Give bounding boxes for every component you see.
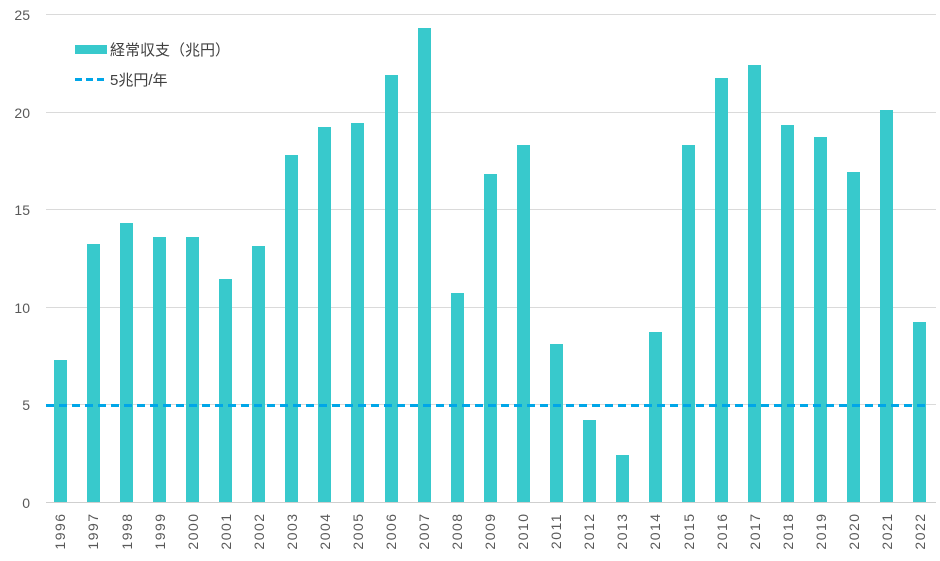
bar-2015 — [682, 144, 696, 502]
y-axis-tick-20: 20 — [14, 104, 30, 121]
bar-2008 — [450, 293, 464, 502]
bar-2011 — [549, 343, 563, 502]
bar-2020 — [847, 172, 861, 502]
legend-item-bar-series: 経常収支（兆円） — [75, 40, 231, 59]
x-axis-tick-2005: 2005 — [349, 512, 366, 550]
bar-series-label: 経常収支（兆円） — [110, 41, 231, 59]
x-axis-tick-2006: 2006 — [383, 512, 399, 550]
x-axis-tick-2021: 2021 — [878, 512, 895, 550]
x-axis-tick-2001: 2001 — [217, 512, 234, 550]
bar-2005 — [351, 123, 365, 502]
x-axis-tick-1996: 1996 — [52, 512, 69, 550]
reference-line-swatch-icon — [75, 77, 107, 81]
x-axis-tick-2017: 2017 — [746, 512, 763, 550]
x-axis-tick-2022: 2022 — [911, 512, 928, 550]
y-axis-tick-0: 0 — [22, 495, 30, 511]
bar-1997 — [86, 244, 100, 502]
x-axis-line — [46, 502, 936, 503]
bar-2019 — [814, 136, 828, 502]
x-axis-tick-1999: 1999 — [151, 512, 168, 550]
bar-2006 — [384, 74, 398, 502]
bar-series-swatch-icon — [75, 44, 107, 54]
bar-2000 — [186, 236, 200, 502]
bar-2010 — [516, 144, 530, 502]
bar-2022 — [913, 322, 927, 502]
x-axis-tick-2004: 2004 — [316, 512, 333, 550]
bar-2021 — [880, 109, 894, 502]
bar-2018 — [781, 125, 795, 502]
x-axis-tick-2013: 2013 — [614, 512, 631, 550]
x-axis-tick-2012: 2012 — [581, 512, 598, 550]
x-axis-tick-2018: 2018 — [779, 512, 796, 550]
x-axis-tick-2008: 2008 — [449, 512, 466, 550]
plot-area — [46, 14, 936, 503]
x-axis-tick-2002: 2002 — [250, 512, 267, 550]
x-axis-tick-2009: 2009 — [482, 512, 499, 550]
x-axis-tick-2011: 2011 — [548, 512, 565, 550]
bar-2001 — [219, 279, 233, 502]
bar-2004 — [318, 127, 332, 502]
x-axis-tick-2015: 2015 — [680, 512, 697, 550]
bar-1996 — [53, 359, 67, 502]
x-axis-tick-2016: 2016 — [713, 512, 730, 550]
x-axis-tick-2020: 2020 — [845, 512, 862, 550]
gridline-y-25 — [46, 14, 936, 15]
bar-2003 — [285, 154, 299, 502]
reference-line — [46, 403, 926, 407]
bar-2016 — [715, 78, 729, 502]
y-axis-tick-15: 15 — [14, 202, 30, 219]
bar-2002 — [252, 246, 266, 502]
legend-item-reference-line: 5兆円/年 — [75, 70, 230, 89]
y-axis-tick-5: 5 — [22, 397, 30, 414]
bar-2013 — [615, 455, 629, 502]
y-axis-tick-10: 10 — [14, 299, 30, 316]
bar-2012 — [582, 420, 596, 502]
bar-2009 — [483, 174, 497, 502]
x-axis-tick-1997: 1997 — [85, 512, 102, 550]
x-axis-tick-2003: 2003 — [283, 512, 300, 550]
reference-line-label: 5兆円/年 — [110, 71, 168, 89]
y-axis-tick-25: 25 — [14, 7, 30, 23]
bar-2007 — [417, 27, 431, 502]
x-axis-tick-2014: 2014 — [647, 512, 664, 550]
gridline-y-20 — [46, 111, 936, 113]
bar-1998 — [120, 222, 134, 502]
x-axis-tick-2010: 2010 — [515, 512, 532, 550]
bar-2017 — [748, 64, 762, 502]
bar-2014 — [648, 332, 662, 502]
x-axis-tick-2007: 2007 — [416, 512, 433, 550]
x-axis-tick-1998: 1998 — [118, 512, 135, 550]
x-axis-tick-2000: 2000 — [184, 512, 201, 550]
legend: 経常収支（兆円） 5兆円/年 — [75, 40, 230, 100]
bar-1999 — [153, 236, 167, 502]
x-axis-tick-2019: 2019 — [812, 512, 829, 550]
